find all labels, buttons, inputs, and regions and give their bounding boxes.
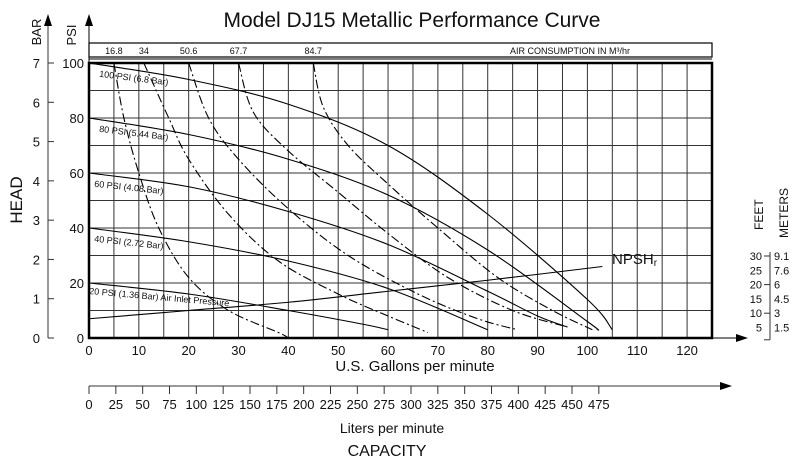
air-consumption-value: 84.7 bbox=[305, 46, 323, 56]
psi-tick-label: 0 bbox=[77, 331, 84, 346]
pressure-curve bbox=[88, 227, 488, 331]
psi-tick-label: 100 bbox=[62, 56, 84, 71]
gpm-tick-label: 50 bbox=[331, 343, 345, 358]
bar-tick-label: 6 bbox=[33, 95, 40, 110]
gpm-tick-label: 30 bbox=[231, 343, 245, 358]
gpm-tick-label: 40 bbox=[281, 343, 295, 358]
lpm-tick-label: 425 bbox=[534, 397, 556, 412]
capacity-label: CAPACITY bbox=[348, 443, 427, 460]
gpm-axis-arrow bbox=[736, 334, 748, 342]
lpm-tick-label: 275 bbox=[373, 397, 395, 412]
lpm-tick-label: 0 bbox=[85, 397, 92, 412]
air-consumption-curve bbox=[113, 62, 289, 339]
bar-tick-label: 0 bbox=[33, 331, 40, 346]
lpm-tick-label: 75 bbox=[162, 397, 176, 412]
air-consumption-value: 67.7 bbox=[230, 46, 248, 56]
lpm-tick-label: 450 bbox=[561, 397, 583, 412]
grid bbox=[87, 61, 714, 340]
lpm-tick-label: 350 bbox=[454, 397, 476, 412]
feet-label: FEET bbox=[752, 199, 766, 230]
gpm-tick-label: 100 bbox=[577, 343, 599, 358]
psi-tick-label: 60 bbox=[70, 166, 84, 181]
air-consumption-value: 16.8 bbox=[105, 46, 123, 56]
feet-tick-label: 25 bbox=[750, 265, 762, 277]
head-label: HEAD bbox=[7, 176, 26, 223]
npsh-label: NPSHr bbox=[612, 251, 658, 269]
bar-tick-label: 7 bbox=[33, 56, 40, 71]
lpm-tick-label: 100 bbox=[185, 397, 207, 412]
air-consumption-label: AIR CONSUMPTION IN M³/hr bbox=[510, 46, 630, 56]
air-consumption-curve bbox=[237, 62, 568, 328]
bar-tick-label: 5 bbox=[33, 135, 40, 150]
bar-axis-arrow bbox=[44, 14, 52, 26]
gpm-tick-label: 60 bbox=[381, 343, 395, 358]
gpm-tick-label: 70 bbox=[431, 343, 445, 358]
air-consumption-header: AIR CONSUMPTION IN M³/hr 16.8 34 50.6 67.7 84… bbox=[88, 42, 713, 60]
gpm-tick-label: 120 bbox=[676, 343, 698, 358]
air-consumption-curve bbox=[143, 62, 429, 334]
feet-tick-label: 10 bbox=[750, 308, 762, 320]
psi-tick-label: 80 bbox=[70, 111, 84, 126]
curves bbox=[88, 62, 613, 339]
lpm-tick-label: 50 bbox=[135, 397, 149, 412]
bar-tick-label: 4 bbox=[33, 174, 40, 189]
lpm-tick-label: 250 bbox=[346, 397, 368, 412]
pressure-curve bbox=[88, 117, 600, 331]
pressure-curve-label: 20 PSI (1.36 Bar) Air Inlet Pressure bbox=[89, 286, 230, 308]
pressure-curve-label: 80 PSI (5.44 Bar) bbox=[99, 124, 169, 142]
feet-tick-label: 20 bbox=[750, 280, 762, 292]
lpm-axis-arrow bbox=[720, 382, 732, 390]
gpm-tick-label: 80 bbox=[480, 343, 494, 358]
feet-tick-label: 15 bbox=[750, 294, 762, 306]
lpm-tick-label: 225 bbox=[320, 397, 342, 412]
lpm-tick-label: 475 bbox=[588, 397, 610, 412]
meters-label: METERS bbox=[777, 188, 791, 238]
lpm-tick-label: 200 bbox=[293, 397, 315, 412]
bar-tick-label: 3 bbox=[33, 213, 40, 228]
pressure-curve bbox=[88, 62, 613, 331]
gpm-tick-label: 110 bbox=[627, 343, 648, 358]
gpm-tick-label: 0 bbox=[85, 343, 92, 358]
bar-label: BAR bbox=[29, 19, 44, 46]
meters-tick-label: 4.5 bbox=[774, 294, 789, 306]
pressure-curve bbox=[88, 282, 389, 331]
lpm-axis-label: Liters per minute bbox=[340, 420, 444, 436]
chart-title: Model DJ15 Metallic Performance Curve bbox=[224, 9, 601, 32]
lpm-tick-label: 300 bbox=[400, 397, 422, 412]
meters-tick-label: 9.1 bbox=[774, 251, 789, 263]
gpm-tick-label: 20 bbox=[181, 343, 195, 358]
lpm-tick-label: 150 bbox=[239, 397, 261, 412]
bar-tick-label: 2 bbox=[33, 252, 40, 267]
air-consumption-curve bbox=[312, 62, 593, 331]
bar-tick-label: 1 bbox=[33, 292, 40, 307]
psi-label: PSI bbox=[64, 25, 79, 46]
pressure-curve bbox=[88, 172, 568, 328]
feet-tick-label: 5 bbox=[756, 323, 762, 335]
lpm-tick-label: 325 bbox=[427, 397, 449, 412]
air-consumption-curve bbox=[188, 62, 518, 331]
pressure-curve-label: 100 PSI (6.8 Bar) bbox=[99, 69, 169, 87]
meters-tick-label: 7.6 bbox=[774, 265, 789, 277]
lpm-tick-label: 175 bbox=[266, 397, 288, 412]
feet-tick-label: 30 bbox=[750, 251, 762, 263]
psi-tick-label: 40 bbox=[70, 221, 84, 236]
meters-tick-label: 3 bbox=[774, 308, 780, 320]
gpm-tick-label: 90 bbox=[530, 343, 544, 358]
lpm-tick-label: 375 bbox=[481, 397, 503, 412]
meters-tick-label: 1.5 bbox=[774, 323, 789, 335]
gpm-axis-label: U.S. Gallons per minute bbox=[335, 358, 494, 375]
lpm-tick-label: 125 bbox=[212, 397, 234, 412]
air-consumption-value: 50.6 bbox=[180, 46, 198, 56]
lpm-tick-label: 25 bbox=[109, 397, 123, 412]
air-consumption-value: 34 bbox=[139, 46, 149, 56]
lpm-tick-label: 400 bbox=[507, 397, 529, 412]
feet-meters-scale: 30 9.1 25 7.6 20 6 15 4.5 10 35 1.5 bbox=[750, 251, 789, 341]
gpm-tick-label: 10 bbox=[132, 343, 146, 358]
meters-tick-label: 6 bbox=[774, 280, 780, 292]
psi-tick-label: 20 bbox=[70, 276, 84, 291]
psi-axis-arrow bbox=[85, 14, 93, 26]
